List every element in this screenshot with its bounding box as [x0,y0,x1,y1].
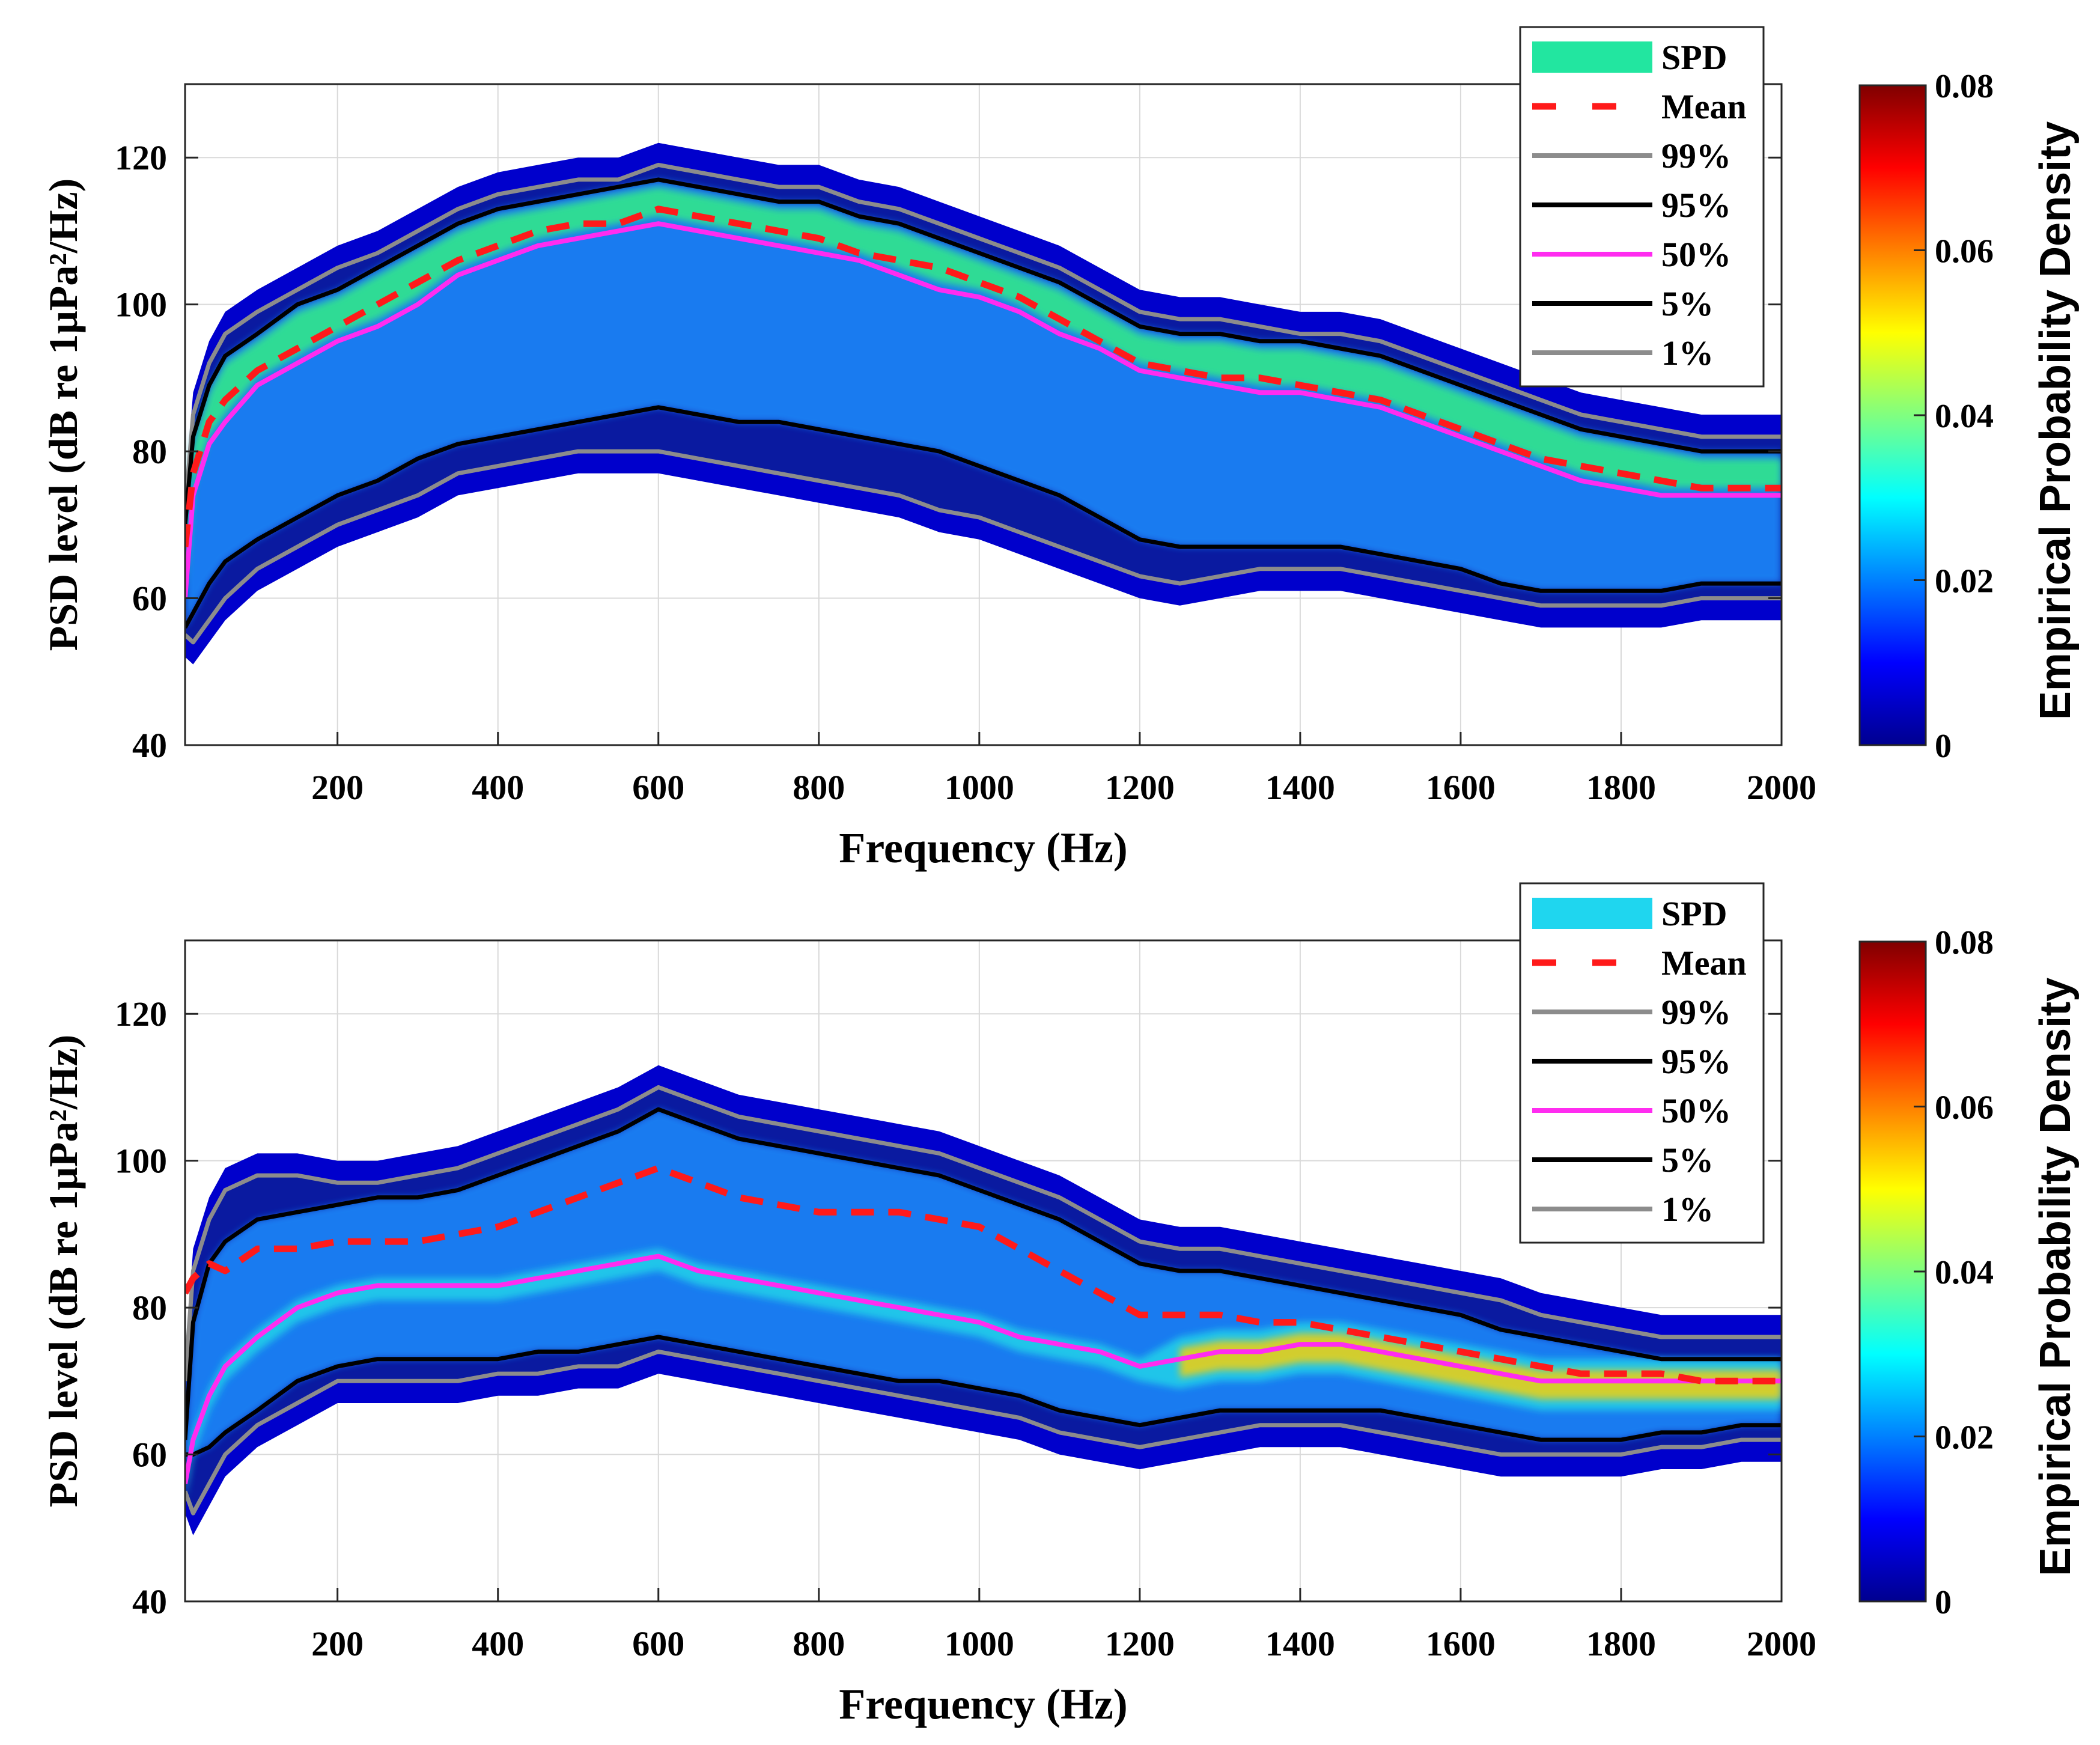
x-tick-label: 1400 [1265,768,1335,807]
colorbar-tick-label: 0.08 [1935,68,1994,105]
x-tick-label: 800 [793,768,845,807]
x-axis-label: Frequency (Hz) [839,824,1128,872]
axes-frame [184,939,1783,1603]
colorbar-tick-label: 0.02 [1935,563,1994,600]
legend-label: 5% [1661,284,1714,323]
x-tick-label: 400 [472,768,524,807]
x-tick-label: 1200 [1105,768,1175,807]
top-panel: 200 400 600 800 1000 1200 1400 1600 1800 20004060… [40,26,2080,872]
bottom-panel: 200 400 600 800 1000 1200 1400 1600 1800 20004060… [40,882,2080,1728]
x-tick-label: 1600 [1426,1624,1496,1663]
colorbar-tick-label: 0.02 [1935,1419,1994,1457]
statistic-lines [185,162,1782,645]
x-tick-label: 1600 [1426,768,1496,807]
y-axis-label: PSD level (dB re 1μPa²/Hz) [40,178,86,651]
series-line-99pct [185,162,1782,511]
statistic-lines [185,1085,1782,1515]
density-core [185,179,1782,628]
series-line-50pct [185,1253,1782,1485]
y-tick-label: 80 [132,1288,167,1327]
axes-frame [184,83,1783,746]
x-tick-label: 200 [311,1624,364,1663]
legend-label: 95% [1661,1042,1731,1081]
y-tick-label: 100 [115,285,167,324]
legend-label: 50% [1661,1091,1731,1130]
colorbar: 0 0.02 0.04 0.06 0.08 Empirical Probability D… [1858,924,2080,1621]
ticks: 200 400 600 800 1000 1200 1400 1600 1800 2000 40 60… [115,138,1816,807]
x-tick-label: 2000 [1747,1624,1816,1663]
legend-label: SPD [1661,894,1727,933]
y-tick-label: 60 [132,1436,167,1475]
legend-label: 99% [1661,993,1731,1032]
legend: SPD Mean 99% 95% 50% 5% 1% [1519,882,1765,1244]
x-axis-label: Frequency (Hz) [839,1680,1128,1728]
x-tick-label: 1000 [945,1624,1014,1663]
legend: SPD Mean 99% 95% 50% 5% 1% [1519,26,1765,388]
series-line-5pct [185,405,1782,629]
colorbar-tick-label: 0.08 [1935,924,1994,961]
legend-label: Mean [1661,943,1747,982]
series-line-99pct [185,1085,1782,1381]
legend-label: 1% [1661,1190,1714,1229]
x-tick-label: 200 [311,768,364,807]
x-tick-label: 400 [472,1624,524,1663]
x-tick-label: 1200 [1105,1624,1175,1663]
legend-label: 50% [1661,235,1731,274]
x-tick-label: 1800 [1586,768,1656,807]
y-tick-label: 80 [132,432,167,471]
spd-density [185,142,1782,665]
density-peak [185,187,1782,591]
y-tick-label: 40 [132,1582,167,1621]
colorbar: 0 0.02 0.04 0.06 0.08 Empirical Probability D… [1858,68,2080,765]
legend-label: SPD [1661,38,1727,77]
legend-swatch-spd [1532,898,1652,929]
x-tick-label: 800 [793,1624,845,1663]
y-tick-label: 120 [115,994,167,1034]
colorbar-tick-label: 0.04 [1935,398,1994,435]
y-axis-label: PSD level (dB re 1μPa²/Hz) [40,1035,86,1508]
legend-label: 99% [1661,136,1731,175]
legend-label: 95% [1661,186,1731,225]
colorbar-tick-label: 0 [1935,728,1952,765]
legend-swatch-spd [1532,41,1652,73]
series-line-5pct [185,1335,1782,1457]
series-line-mean [185,1165,1782,1384]
y-tick-label: 100 [115,1142,167,1181]
series-line-50pct [185,221,1782,598]
y-tick-label: 40 [132,726,167,765]
x-tick-label: 600 [632,1624,684,1663]
series-line-1pct [185,449,1782,645]
colorbar-tick-label: 0.04 [1935,1254,1994,1291]
colorbar-tick-label: 0.06 [1935,1089,1994,1127]
y-tick-label: 60 [132,579,167,618]
ticks: 200 400 600 800 1000 1200 1400 1600 1800 2000 40 60… [115,994,1816,1663]
x-tick-label: 600 [632,768,684,807]
series-line-95pct [185,177,1782,525]
colorbar-tick-label: 0 [1935,1584,1952,1621]
series-line-1pct [185,1349,1782,1515]
colorbar-label: Empirical Probability Density [2032,121,2080,720]
series-line-mean [185,206,1782,547]
colorbar-label: Empirical Probability Density [2032,978,2080,1576]
x-tick-label: 1800 [1586,1624,1656,1663]
legend-label: Mean [1661,87,1747,126]
x-tick-label: 1400 [1265,1624,1335,1663]
y-tick-label: 120 [115,138,167,177]
x-tick-label: 2000 [1747,768,1816,807]
x-tick-label: 1000 [945,768,1014,807]
colorbar-tick-label: 0.06 [1935,233,1994,270]
legend-label: 5% [1661,1140,1714,1180]
legend-label: 1% [1661,333,1714,373]
series-line-95pct [185,1107,1782,1440]
